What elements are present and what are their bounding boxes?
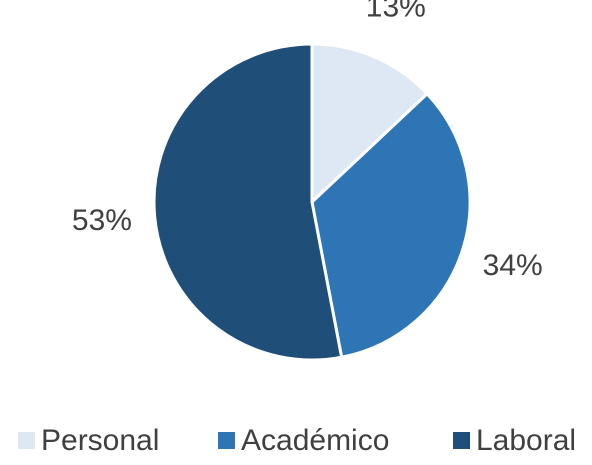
data-label: 53%: [72, 204, 132, 237]
pie-slice: [152, 42, 344, 362]
pie-slice: [310, 42, 429, 204]
pie-slice: [310, 92, 472, 359]
legend-label: Laboral: [476, 424, 576, 457]
data-label: 34%: [483, 249, 543, 282]
legend-swatch: [18, 432, 35, 449]
legend-label: Académico: [241, 424, 389, 457]
legend-label: Personal: [41, 424, 159, 457]
data-label: 13%: [366, 0, 426, 23]
legend-swatch: [218, 432, 235, 449]
legend-swatch: [453, 432, 470, 449]
